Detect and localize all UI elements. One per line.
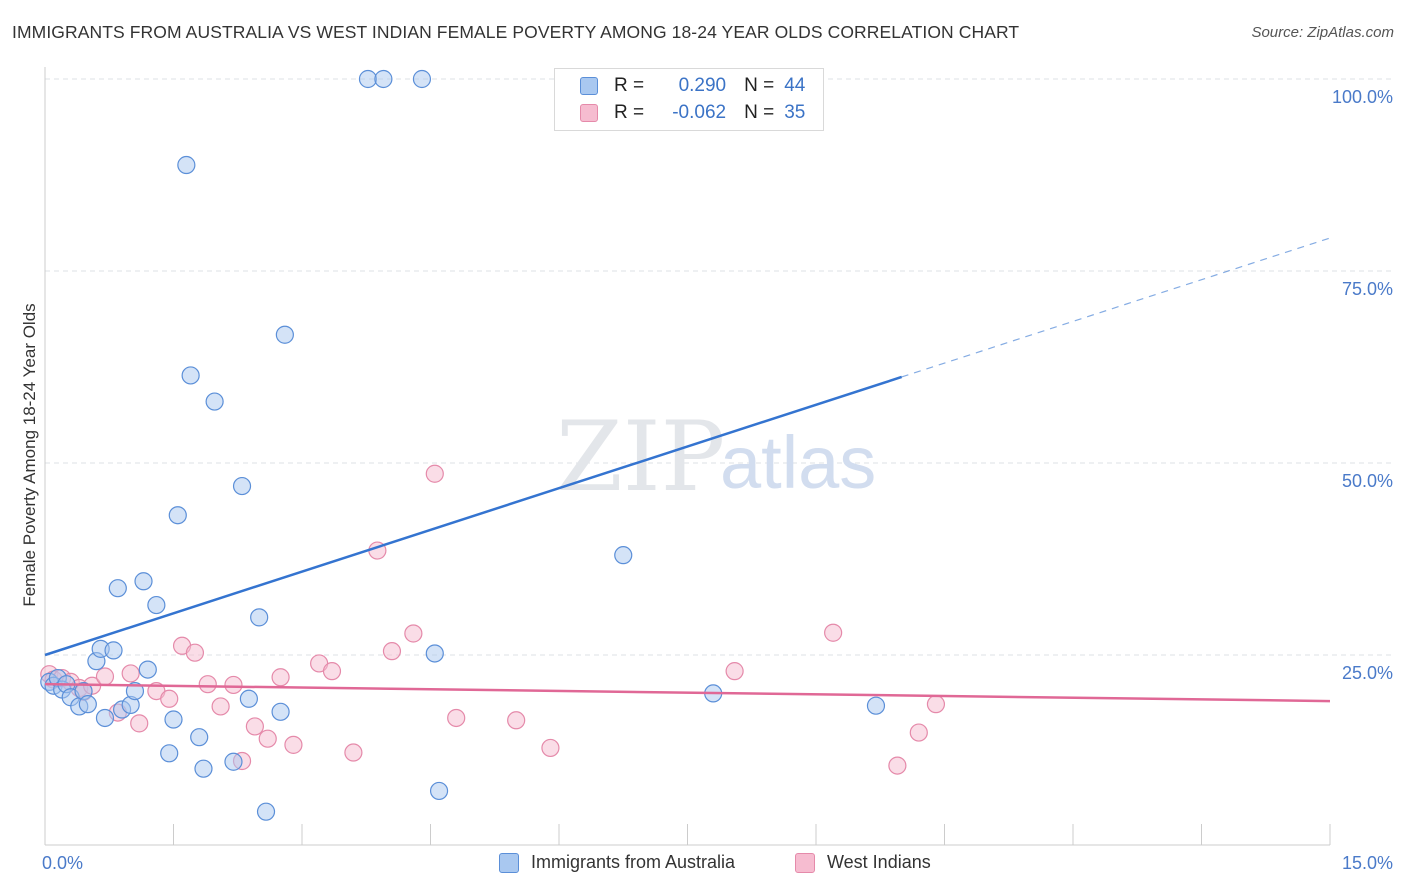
legend-r-label: R =: [614, 75, 645, 96]
x-tick-label: 15.0%: [1342, 853, 1393, 873]
legend-swatch-australia: [499, 852, 519, 873]
watermark-atlas: atlas: [720, 421, 876, 504]
west-indians-point: [541, 738, 560, 758]
australia-point: [164, 710, 183, 729]
west-indians-point: [185, 643, 205, 662]
australia-point: [429, 781, 449, 801]
australia-points: [40, 69, 886, 821]
west-indians-point: [404, 624, 423, 643]
australia-point: [147, 595, 166, 615]
australia-trendline: [44, 375, 903, 657]
australia-trendline-projection: [901, 237, 1331, 378]
australia-point: [271, 702, 290, 721]
gridlines: [45, 78, 1395, 656]
legend-n-label: N =: [744, 75, 775, 96]
legend-item-west-indians[interactable]: West Indians: [795, 852, 931, 873]
australia-point: [125, 681, 145, 701]
legend-swatch-australia: [580, 77, 598, 95]
legend-row-australia: R = 0.290 N = 44: [580, 73, 805, 99]
australia-point: [134, 572, 153, 591]
y-tick-label: 100.0%: [1332, 87, 1393, 107]
legend-r-label: R =: [614, 102, 645, 123]
legend-label-west-indians: West Indians: [827, 852, 931, 872]
west-indians-point: [344, 743, 363, 762]
australia-point: [358, 69, 378, 89]
west-indians-point: [926, 695, 946, 714]
australia-point: [104, 641, 123, 660]
y-tick-label: 50.0%: [1342, 471, 1393, 491]
australia-point: [425, 644, 444, 663]
west-indians-point: [160, 689, 179, 708]
west-indians-point: [284, 735, 303, 754]
axes: [44, 67, 1331, 846]
australia-point: [239, 689, 258, 708]
west-indians-point: [271, 668, 290, 687]
watermark-zip: ZIP: [556, 401, 725, 513]
west-indians-point: [198, 675, 217, 694]
series-legend: Immigrants from Australia West Indians: [0, 852, 1406, 878]
australia-point: [160, 744, 179, 763]
legend-swatch-west-indians: [795, 852, 815, 873]
australia-point: [138, 660, 157, 679]
x-tick-labels: 0.0% 15.0%: [42, 853, 1393, 873]
west-indians-point: [121, 664, 140, 683]
australia-point: [256, 802, 276, 821]
west-indians-point: [382, 642, 402, 661]
x-tick-label: 0.0%: [42, 853, 83, 873]
legend-swatch-west-indians: [580, 104, 598, 122]
australia-point: [250, 608, 269, 627]
australia-point: [412, 69, 432, 89]
australia-point: [614, 546, 633, 565]
australia-point: [205, 392, 224, 411]
legend-n-label: N =: [744, 102, 775, 123]
australia-point: [181, 366, 200, 385]
west-indians-point: [425, 464, 444, 483]
legend-r-value-west-indians: -0.062: [672, 102, 727, 123]
west-indians-point: [824, 623, 843, 642]
west-indians-point: [322, 662, 342, 681]
australia-point: [177, 155, 196, 175]
trendlines: [44, 237, 1331, 703]
y-tick-label: 25.0%: [1342, 663, 1393, 683]
y-tick-label: 75.0%: [1342, 279, 1393, 299]
west-indians-point: [95, 667, 115, 686]
australia-point: [78, 695, 97, 714]
chart-title: IMMIGRANTS FROM AUSTRALIA VS WEST INDIAN…: [12, 22, 1020, 42]
west-indians-point: [224, 675, 243, 695]
source-label: Source: ZipAtlas.com: [1251, 24, 1394, 41]
australia-point: [95, 708, 115, 728]
australia-point: [224, 752, 243, 771]
legend-n-value-australia: 44: [784, 75, 806, 96]
west-indians-point: [888, 756, 907, 775]
west-indians-point: [130, 714, 149, 733]
west-indians-point: [447, 708, 466, 728]
legend-item-australia[interactable]: Immigrants from Australia: [499, 852, 735, 873]
australia-point: [866, 696, 886, 715]
west-indians-point: [258, 729, 277, 748]
correlation-legend: R = 0.290 N = 44 R = -0.062 N = 35: [554, 68, 824, 131]
y-tick-labels: 25.0% 50.0% 75.0% 100.0%: [1332, 87, 1393, 683]
west-indians-trendline: [44, 682, 1331, 703]
australia-point: [108, 579, 127, 598]
watermark: ZIP atlas: [556, 401, 876, 513]
australia-point: [168, 506, 187, 525]
west-indians-point: [909, 723, 928, 742]
australia-point: [194, 759, 213, 778]
legend-label-australia: Immigrants from Australia: [531, 852, 736, 872]
australia-point: [232, 476, 252, 496]
west-indians-point: [507, 711, 526, 730]
australia-point: [275, 325, 294, 344]
legend-row-west-indians: R = -0.062 N = 35: [580, 100, 805, 126]
west-indians-point: [245, 717, 264, 736]
australia-point: [190, 728, 209, 747]
legend-r-value-australia: 0.290: [678, 75, 727, 96]
west-indians-point: [725, 662, 744, 681]
west-indians-point: [211, 697, 230, 716]
australia-point: [374, 69, 393, 89]
legend-n-value-west-indians: 35: [784, 102, 806, 123]
